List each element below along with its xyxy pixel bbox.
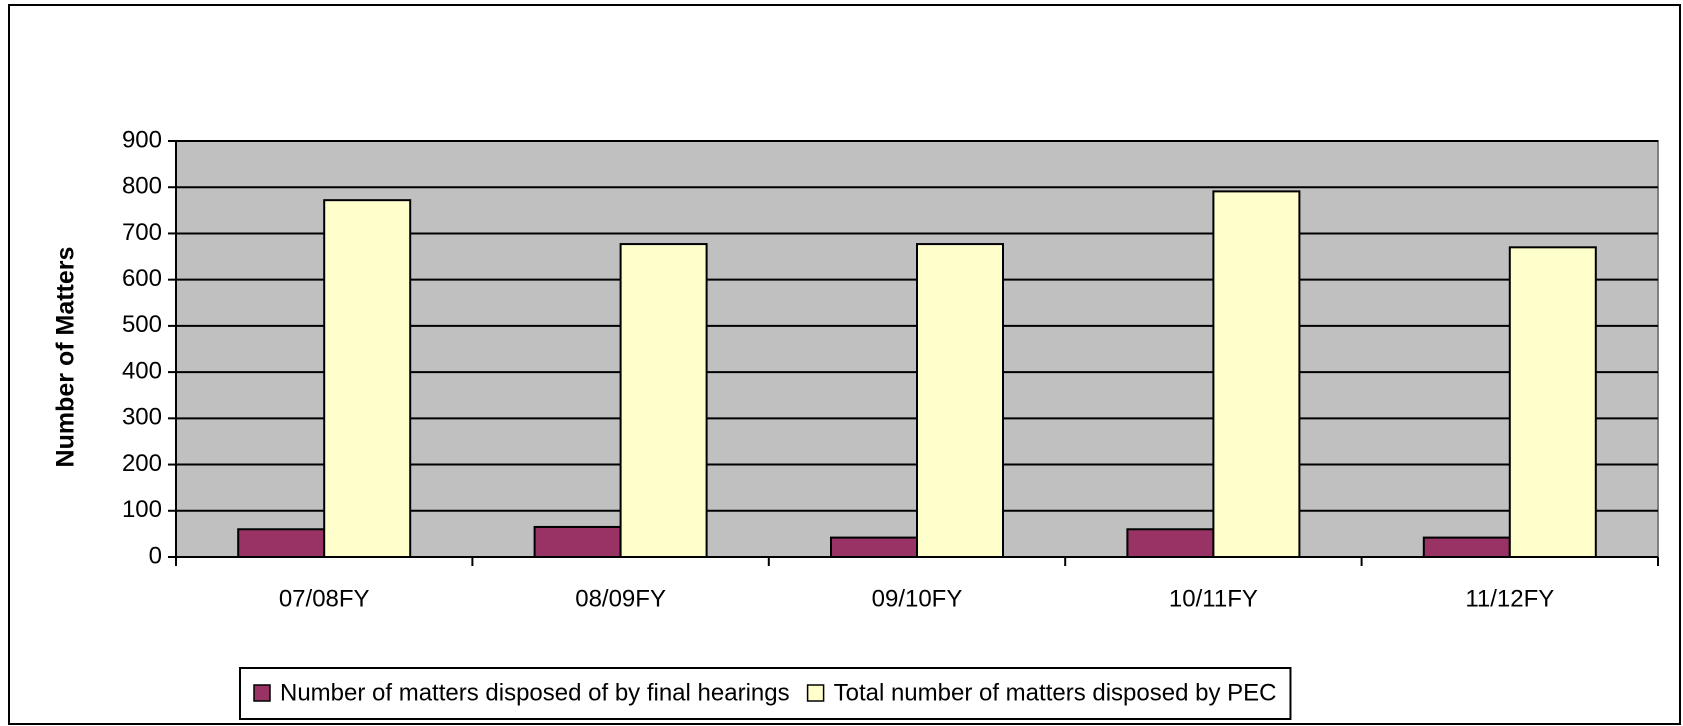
y-tick-label: 0 (149, 542, 162, 569)
y-tick-label: 600 (122, 265, 162, 292)
bar (619, 243, 708, 558)
y-tick-label: 500 (122, 311, 162, 338)
y-tick-label: 800 (122, 173, 162, 200)
bar (1212, 190, 1301, 558)
bar (830, 536, 918, 559)
y-tick-label: 300 (122, 404, 162, 431)
y-tick-label: 700 (122, 219, 162, 246)
bar (1422, 536, 1511, 559)
bar (916, 243, 1004, 558)
legend (239, 667, 1292, 720)
legend-label: Number of matters disposed of by final h… (280, 679, 790, 706)
bar (323, 199, 412, 558)
x-tick-label: 09/10FY (872, 585, 963, 612)
x-tick-label: 11/12FY (1465, 585, 1554, 612)
x-tick-label: 07/08FY (279, 585, 370, 612)
bar (1508, 246, 1597, 559)
bar (237, 528, 326, 558)
y-tick-label: 900 (122, 126, 162, 153)
bar (533, 525, 622, 559)
y-tick-label: 400 (122, 357, 162, 384)
bar (1126, 528, 1215, 558)
legend-label: Total number of matters disposed by PEC (834, 679, 1277, 706)
y-tick-label: 200 (122, 450, 162, 477)
x-tick-label: 08/09FY (575, 585, 666, 612)
legend-swatch (806, 684, 825, 702)
x-tick-label: 10/11FY (1169, 585, 1258, 612)
y-tick-label: 100 (122, 496, 162, 523)
y-axis-label: Number of Matters (52, 247, 80, 468)
legend-swatch (253, 684, 271, 702)
